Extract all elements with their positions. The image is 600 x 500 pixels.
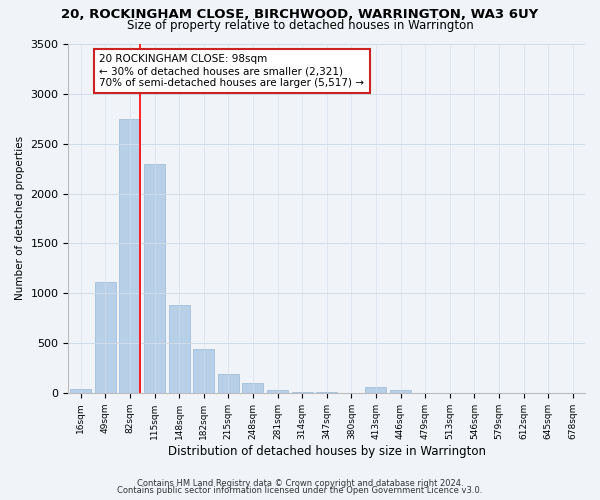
Bar: [242, 384, 263, 393]
Text: 20 ROCKINGHAM CLOSE: 98sqm
← 30% of detached houses are smaller (2,321)
70% of s: 20 ROCKINGHAM CLOSE: 98sqm ← 30% of deta…: [100, 54, 364, 88]
Text: Contains public sector information licensed under the Open Government Licence v3: Contains public sector information licen…: [118, 486, 482, 495]
Bar: [267, 390, 288, 393]
Bar: [193, 350, 214, 393]
Bar: [95, 282, 116, 393]
Bar: [144, 164, 165, 393]
Y-axis label: Number of detached properties: Number of detached properties: [15, 136, 25, 300]
Bar: [169, 305, 190, 393]
Bar: [119, 119, 140, 393]
Text: Contains HM Land Registry data © Crown copyright and database right 2024.: Contains HM Land Registry data © Crown c…: [137, 478, 463, 488]
Bar: [365, 388, 386, 393]
Bar: [390, 390, 411, 393]
Bar: [218, 374, 239, 393]
X-axis label: Distribution of detached houses by size in Warrington: Distribution of detached houses by size …: [168, 444, 486, 458]
Text: Size of property relative to detached houses in Warrington: Size of property relative to detached ho…: [127, 18, 473, 32]
Bar: [70, 389, 91, 393]
Bar: [292, 392, 313, 393]
Text: 20, ROCKINGHAM CLOSE, BIRCHWOOD, WARRINGTON, WA3 6UY: 20, ROCKINGHAM CLOSE, BIRCHWOOD, WARRING…: [61, 8, 539, 20]
